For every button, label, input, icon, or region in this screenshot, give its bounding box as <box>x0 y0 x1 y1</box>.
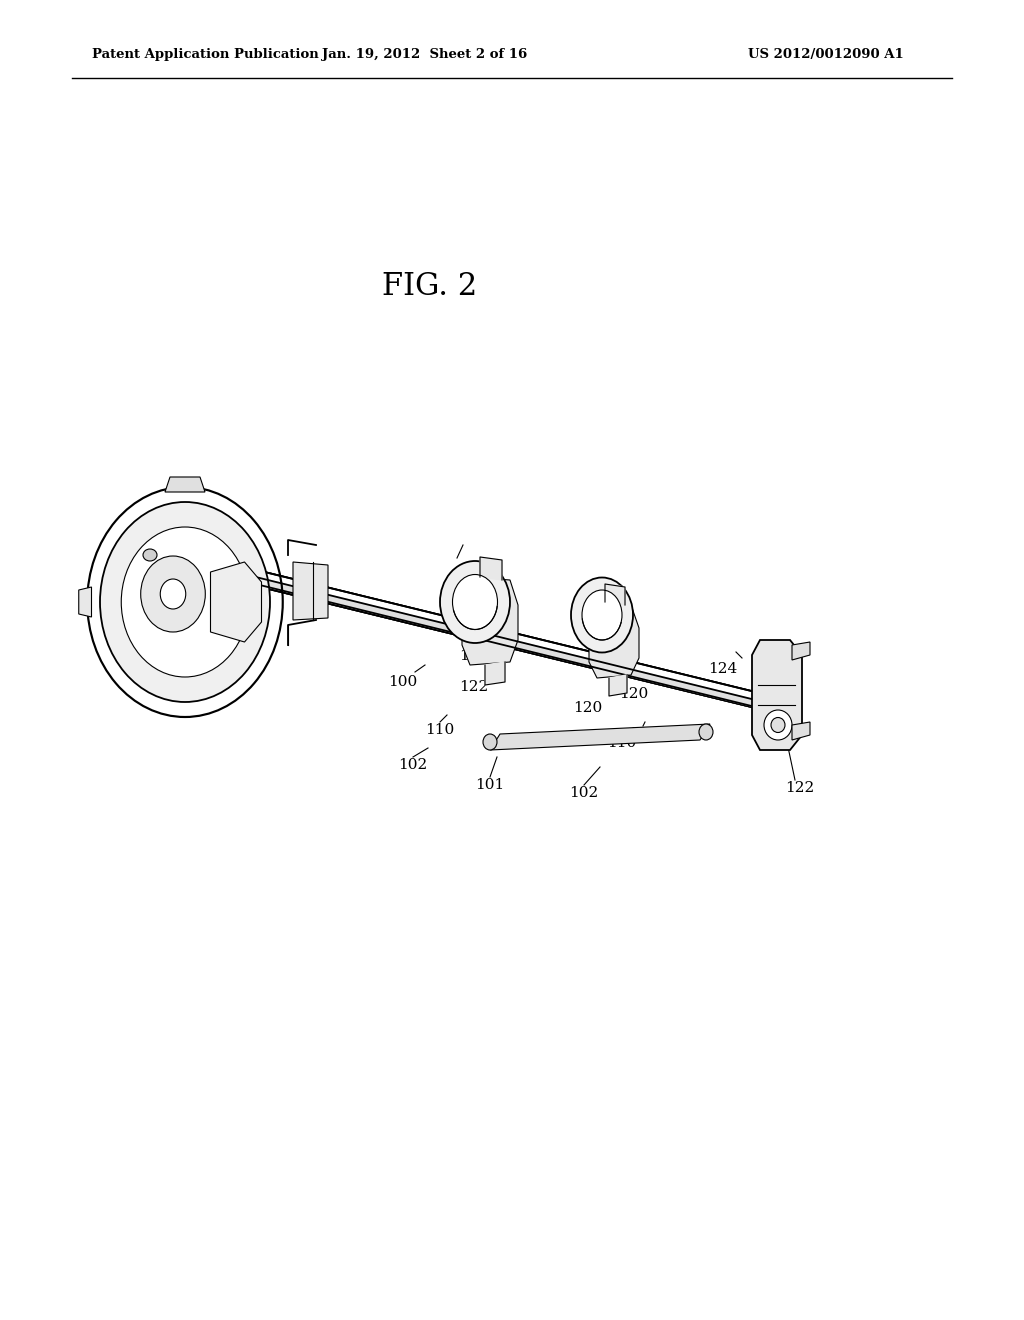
Ellipse shape <box>764 710 792 741</box>
Polygon shape <box>752 640 802 750</box>
Text: 102: 102 <box>398 758 428 772</box>
Text: 120: 120 <box>573 701 603 715</box>
Ellipse shape <box>699 723 713 741</box>
Text: Patent Application Publication: Patent Application Publication <box>92 48 318 61</box>
Text: 102: 102 <box>569 785 599 800</box>
Text: 124: 124 <box>709 663 737 676</box>
Ellipse shape <box>160 579 185 609</box>
Polygon shape <box>165 477 205 492</box>
Polygon shape <box>792 642 810 660</box>
Polygon shape <box>490 723 710 750</box>
Polygon shape <box>211 562 261 642</box>
Polygon shape <box>589 602 639 678</box>
Text: 103: 103 <box>629 727 657 741</box>
Ellipse shape <box>100 502 270 702</box>
Text: 124: 124 <box>460 649 488 663</box>
Polygon shape <box>485 663 505 685</box>
Text: 120: 120 <box>620 686 648 701</box>
Text: Jan. 19, 2012  Sheet 2 of 16: Jan. 19, 2012 Sheet 2 of 16 <box>323 48 527 61</box>
Polygon shape <box>150 550 780 713</box>
Text: 100: 100 <box>388 675 418 689</box>
Ellipse shape <box>440 561 510 643</box>
Polygon shape <box>150 556 780 714</box>
Polygon shape <box>150 544 780 714</box>
Text: 122: 122 <box>460 680 488 694</box>
Polygon shape <box>480 557 502 579</box>
Polygon shape <box>293 562 328 620</box>
Text: 101: 101 <box>475 777 505 792</box>
Text: 122: 122 <box>785 781 815 795</box>
Ellipse shape <box>143 549 157 561</box>
Ellipse shape <box>582 590 622 640</box>
Text: 110: 110 <box>607 737 637 750</box>
Text: FIG. 2: FIG. 2 <box>382 271 478 301</box>
Polygon shape <box>609 675 627 696</box>
Ellipse shape <box>571 578 633 652</box>
Polygon shape <box>605 583 625 605</box>
Text: 300: 300 <box>156 517 184 532</box>
Ellipse shape <box>483 734 497 750</box>
Text: US 2012/0012090 A1: US 2012/0012090 A1 <box>748 48 903 61</box>
Text: 110: 110 <box>425 723 455 737</box>
Polygon shape <box>79 587 91 616</box>
Ellipse shape <box>121 527 249 677</box>
Ellipse shape <box>771 718 785 733</box>
Polygon shape <box>792 722 810 741</box>
Ellipse shape <box>140 556 205 632</box>
Ellipse shape <box>453 574 498 630</box>
Polygon shape <box>462 577 518 665</box>
